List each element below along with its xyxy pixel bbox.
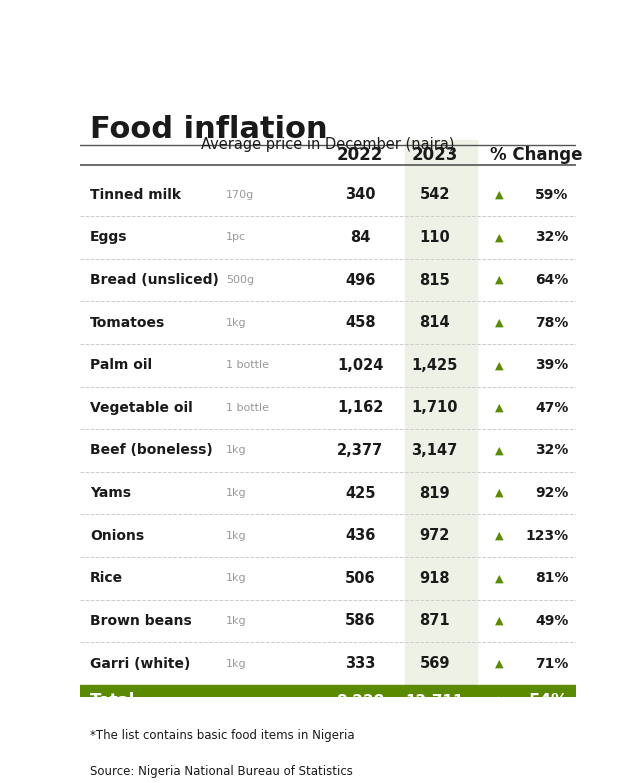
Text: 569: 569 bbox=[419, 656, 450, 671]
Text: 32%: 32% bbox=[535, 443, 568, 457]
Text: 972: 972 bbox=[419, 529, 450, 543]
Text: Palm oil: Palm oil bbox=[90, 359, 152, 372]
Text: 2,377: 2,377 bbox=[337, 443, 383, 458]
Text: 1,024: 1,024 bbox=[337, 358, 383, 373]
Text: 819: 819 bbox=[419, 485, 450, 500]
Text: ▲: ▲ bbox=[495, 659, 504, 669]
Text: 506: 506 bbox=[345, 571, 376, 586]
Text: ▲: ▲ bbox=[495, 446, 504, 456]
Bar bbox=[80, 685, 576, 718]
Text: B: B bbox=[510, 751, 519, 763]
Text: 12,711: 12,711 bbox=[405, 694, 464, 709]
Text: Brown beans: Brown beans bbox=[90, 614, 191, 628]
Text: 333: 333 bbox=[345, 656, 376, 671]
Text: 1 bottle: 1 bottle bbox=[227, 360, 269, 370]
Text: 71%: 71% bbox=[535, 656, 568, 670]
Text: 59%: 59% bbox=[535, 188, 568, 202]
Text: B: B bbox=[530, 751, 539, 763]
Text: 78%: 78% bbox=[535, 316, 568, 330]
Text: Garri (white): Garri (white) bbox=[90, 656, 190, 670]
Text: 8,228: 8,228 bbox=[336, 694, 385, 709]
Text: 815: 815 bbox=[419, 272, 450, 287]
Text: 123%: 123% bbox=[525, 529, 568, 543]
Text: ▲: ▲ bbox=[495, 275, 504, 285]
Text: Rice: Rice bbox=[90, 572, 123, 586]
Text: 918: 918 bbox=[419, 571, 450, 586]
Text: 92%: 92% bbox=[535, 486, 568, 500]
Text: 110: 110 bbox=[419, 230, 450, 245]
Text: 1kg: 1kg bbox=[227, 446, 247, 456]
Text: 54%: 54% bbox=[529, 692, 568, 710]
Text: 1,162: 1,162 bbox=[337, 400, 383, 415]
Text: 871: 871 bbox=[419, 613, 450, 629]
Text: 1kg: 1kg bbox=[227, 573, 247, 583]
Text: Bread (unsliced): Bread (unsliced) bbox=[90, 273, 219, 287]
Text: 39%: 39% bbox=[535, 359, 568, 372]
Text: 1,425: 1,425 bbox=[412, 358, 458, 373]
Text: 1kg: 1kg bbox=[227, 488, 247, 498]
Text: ▲: ▲ bbox=[495, 318, 504, 327]
Text: 1kg: 1kg bbox=[227, 659, 247, 669]
Text: 340: 340 bbox=[345, 187, 376, 202]
Text: 1kg: 1kg bbox=[227, 616, 247, 626]
Text: % Change: % Change bbox=[490, 146, 582, 164]
Bar bbox=[405, 140, 477, 718]
Text: Yams: Yams bbox=[90, 486, 131, 500]
Text: Food inflation: Food inflation bbox=[90, 115, 328, 144]
Text: ▲: ▲ bbox=[495, 531, 504, 541]
Text: 2022: 2022 bbox=[337, 146, 383, 164]
Text: 81%: 81% bbox=[535, 572, 568, 586]
Text: Total: Total bbox=[90, 692, 135, 710]
Text: 425: 425 bbox=[345, 485, 376, 500]
Text: Source: Nigeria National Bureau of Statistics: Source: Nigeria National Bureau of Stati… bbox=[90, 765, 353, 778]
Text: *The list contains basic food items in Nigeria: *The list contains basic food items in N… bbox=[90, 729, 355, 742]
Text: 2023: 2023 bbox=[412, 146, 458, 164]
Text: ▲: ▲ bbox=[495, 488, 504, 498]
Text: Eggs: Eggs bbox=[90, 230, 127, 244]
Text: 1kg: 1kg bbox=[227, 531, 247, 541]
Text: 170g: 170g bbox=[227, 189, 255, 200]
Text: ▲: ▲ bbox=[495, 573, 504, 583]
Text: C: C bbox=[550, 751, 559, 763]
Text: 436: 436 bbox=[345, 529, 376, 543]
Text: 1pc: 1pc bbox=[227, 233, 246, 243]
Text: 49%: 49% bbox=[535, 614, 568, 628]
Bar bbox=[506, 747, 524, 767]
Text: △: △ bbox=[493, 694, 505, 709]
Text: 84: 84 bbox=[350, 230, 371, 245]
Text: 47%: 47% bbox=[535, 401, 568, 415]
Text: 1kg: 1kg bbox=[227, 318, 247, 327]
Bar bbox=[545, 747, 563, 767]
Text: 1 bottle: 1 bottle bbox=[227, 403, 269, 413]
Text: ▲: ▲ bbox=[495, 233, 504, 243]
Text: 458: 458 bbox=[345, 316, 376, 330]
Text: ▲: ▲ bbox=[495, 360, 504, 370]
Text: 32%: 32% bbox=[535, 230, 568, 244]
Text: ▲: ▲ bbox=[495, 189, 504, 200]
Text: 586: 586 bbox=[345, 613, 376, 629]
Text: 542: 542 bbox=[419, 187, 450, 202]
Text: 1,710: 1,710 bbox=[412, 400, 458, 415]
Text: Tinned milk: Tinned milk bbox=[90, 188, 181, 202]
Text: 496: 496 bbox=[345, 272, 376, 287]
Text: ▲: ▲ bbox=[495, 616, 504, 626]
Text: Tomatoes: Tomatoes bbox=[90, 316, 165, 330]
Text: 814: 814 bbox=[419, 316, 450, 330]
Bar bbox=[525, 747, 543, 767]
Text: 500g: 500g bbox=[227, 275, 255, 285]
Text: Beef (boneless): Beef (boneless) bbox=[90, 443, 212, 457]
Text: 3,147: 3,147 bbox=[412, 443, 458, 458]
Text: Average price in December (naira): Average price in December (naira) bbox=[201, 137, 455, 153]
Text: ▲: ▲ bbox=[495, 403, 504, 413]
Text: Vegetable oil: Vegetable oil bbox=[90, 401, 193, 415]
Text: Onions: Onions bbox=[90, 529, 144, 543]
Text: 64%: 64% bbox=[535, 273, 568, 287]
